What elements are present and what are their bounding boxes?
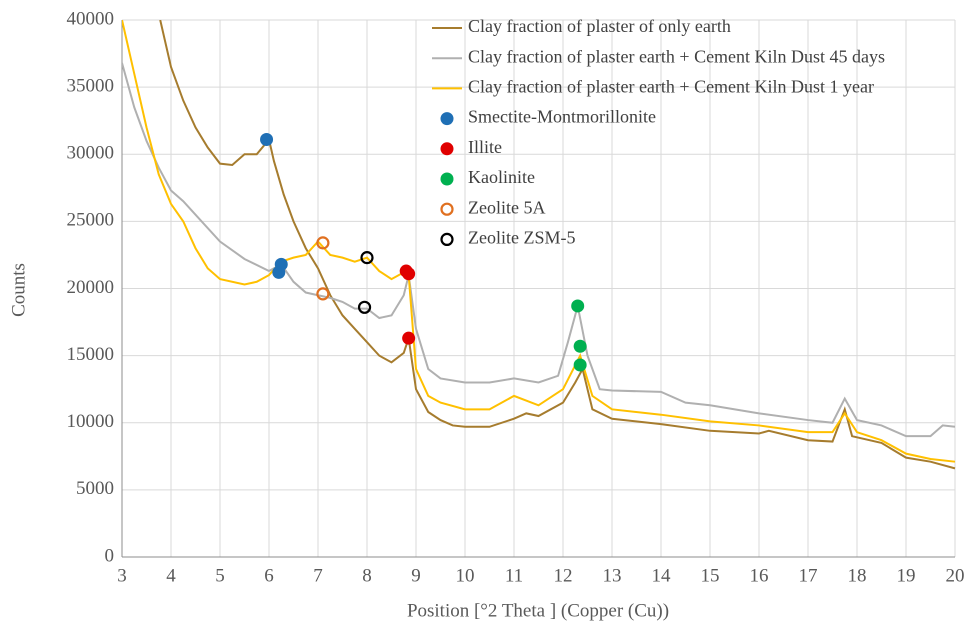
data-point: [316, 287, 330, 301]
y-tick-label: 5000: [76, 478, 114, 499]
legend-label: Clay fraction of plaster earth + Cement …: [468, 77, 874, 97]
x-tick-label: 10: [456, 565, 475, 586]
data-point: [316, 236, 330, 250]
data-point: [573, 339, 587, 353]
data-line: [122, 62, 956, 438]
legend-label: Zeolite ZSM-5: [468, 228, 575, 248]
data-point: [402, 331, 416, 345]
x-tick-label: 7: [313, 565, 323, 586]
legend-label: Smectite-Montmorillonite: [468, 107, 656, 127]
x-tick-label: 16: [750, 565, 769, 586]
data-point: [573, 358, 587, 372]
data-point: [360, 251, 374, 265]
legend-swatch: [440, 112, 454, 126]
x-axis-label: Position [°2 Theta ] (Copper (Cu)): [407, 600, 669, 621]
y-tick-label: 15000: [67, 344, 115, 365]
legend-label: Zeolite 5A: [468, 197, 545, 217]
data-point: [402, 267, 416, 281]
data-point: [260, 132, 274, 146]
x-tick-label: 4: [166, 565, 176, 586]
x-tick-label: 19: [897, 565, 916, 586]
x-tick-label: 5: [215, 565, 225, 586]
y-tick-label: 30000: [67, 143, 115, 164]
legend-label: Kaolinite: [468, 167, 535, 187]
y-tick-label: 20000: [67, 277, 115, 298]
legend-swatch: [440, 142, 454, 156]
x-tick-label: 20: [946, 565, 965, 586]
legend-swatch: [440, 232, 454, 246]
x-tick-label: 17: [799, 565, 818, 586]
x-tick-label: 3: [117, 565, 127, 586]
legend-swatch: [440, 172, 454, 186]
x-tick-label: 13: [603, 565, 622, 586]
x-tick-label: 6: [264, 565, 274, 586]
x-tick-label: 8: [362, 565, 372, 586]
y-tick-label: 35000: [67, 75, 115, 96]
legend-swatch: [440, 202, 454, 216]
data-point: [274, 257, 288, 271]
data-line: [159, 20, 956, 470]
y-tick-label: 0: [105, 545, 115, 566]
data-point: [357, 300, 372, 314]
x-tick-label: 12: [554, 565, 573, 586]
y-tick-label: 40000: [67, 8, 115, 29]
x-tick-label: 9: [411, 565, 421, 586]
legend-label: Clay fraction of plaster of only earth: [468, 16, 731, 36]
data-point: [571, 299, 585, 313]
legend-label: Clay fraction of plaster earth + Cement …: [468, 46, 885, 66]
x-tick-label: 18: [848, 565, 867, 586]
x-tick-label: 14: [652, 565, 672, 586]
plot-area: [122, 20, 956, 470]
x-tick-label: 11: [505, 565, 523, 586]
y-tick-label: 10000: [67, 411, 115, 432]
y-axis-label: Counts: [8, 263, 29, 317]
y-tick-label: 25000: [67, 210, 115, 231]
x-tick-label: 15: [701, 565, 720, 586]
legend-label: Illite: [468, 137, 502, 157]
